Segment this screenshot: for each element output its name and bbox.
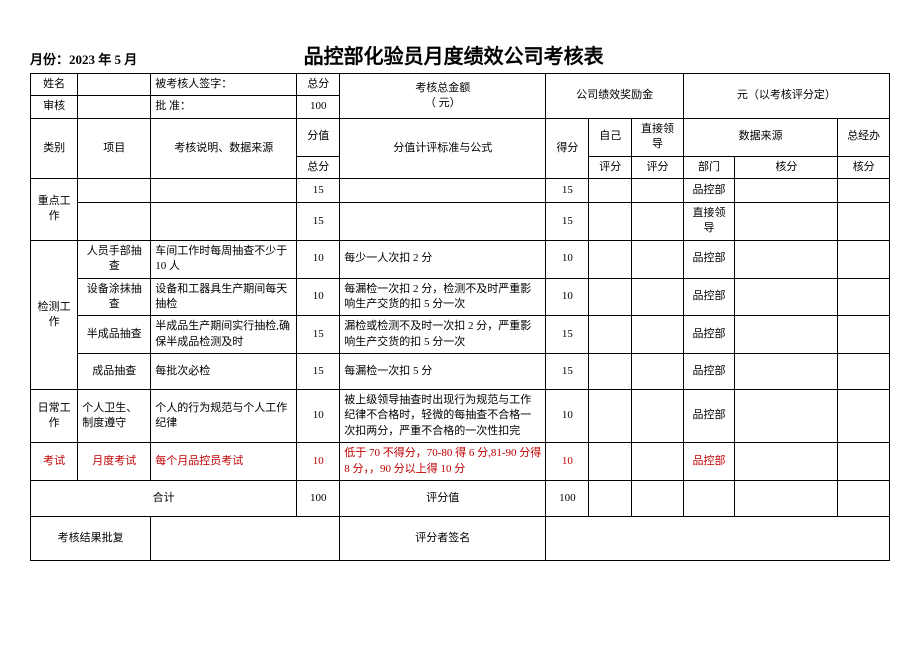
label-bonus: 公司绩效奖励金 <box>546 74 683 119</box>
cell-review-val <box>78 96 151 118</box>
row-exam: 考试 月度考试 每个月品控员考试 10 低于 70 不得分，70-80 得 6 … <box>31 443 890 481</box>
head-self: 自己 <box>589 118 632 156</box>
head-chk2: 核分 <box>838 156 890 178</box>
row-daily: 日常工作 个人卫生、制度遵守 个人的行为规范与个人工作纪律 10 被上级领导抽查… <box>31 390 890 443</box>
label-review: 审核 <box>31 96 78 118</box>
head-score: 分值 <box>297 118 340 156</box>
label-bonus-unit: 元（以考核评分定） <box>683 74 889 119</box>
month-label: 月份：2023 年 5 月 <box>30 51 137 69</box>
label-amount: 考核总金额（ 元） <box>340 74 546 119</box>
cat-daily: 日常工作 <box>31 390 78 443</box>
row-sum: 合计 100 评分值 100 <box>31 481 890 517</box>
head-sub-total: 总分 <box>297 156 340 178</box>
head-lead2: 评分 <box>632 156 684 178</box>
row-det-2: 设备涂抹抽查 设备和工器具生产期间每天抽检 10 每漏检一次扣 2 分，检测不及… <box>31 278 890 316</box>
head-chk: 核分 <box>735 156 838 178</box>
head-item: 项目 <box>78 118 151 178</box>
label-sum: 合计 <box>31 481 297 517</box>
head-src: 数据来源 <box>683 118 838 156</box>
label-approve: 批 准： <box>151 96 297 118</box>
cat-exam: 考试 <box>31 443 78 481</box>
label-total: 总分 <box>297 74 340 96</box>
head-lead: 直接领导 <box>632 118 684 156</box>
row-det-4: 成品抽查 每批次必检 15 每漏检一次扣 5 分 15 品控部 <box>31 354 890 390</box>
colhead-row-1: 类别 项目 考核说明、数据来源 分值 分值计评标准与公式 得分 自己 直接领导 … <box>31 118 890 156</box>
row-det-1: 检测工作 人员手部抽查 车间工作时每周抽查不少于 10 人 10 每少一人次扣 … <box>31 240 890 278</box>
cat-key: 重点工作 <box>31 178 78 240</box>
header-row-1: 姓名 被考核人签字： 总分 考核总金额（ 元） 公司绩效奖励金 元（以考核评分定… <box>31 74 890 96</box>
label-signed: 被考核人签字： <box>151 74 297 96</box>
label-foot: 考核结果批复 <box>31 517 151 561</box>
head-formula: 分值计评标准与公式 <box>340 118 546 178</box>
row-foot: 考核结果批复 评分者签名 <box>31 517 890 561</box>
row-key-1: 重点工作 15 15 品控部 <box>31 178 890 202</box>
head-self2: 评分 <box>589 156 632 178</box>
head-gm: 总经办 <box>838 118 890 156</box>
label-sig: 评分者签名 <box>340 517 546 561</box>
head-cat: 类别 <box>31 118 78 178</box>
head-dept: 部门 <box>683 156 735 178</box>
head-got: 得分 <box>546 118 589 178</box>
label-name: 姓名 <box>31 74 78 96</box>
head-desc: 考核说明、数据来源 <box>151 118 297 178</box>
appraisal-table: 姓名 被考核人签字： 总分 考核总金额（ 元） 公司绩效奖励金 元（以考核评分定… <box>30 73 890 561</box>
page-title: 品控部化验员月度绩效公司考核表 <box>137 40 770 69</box>
row-key-2: 15 15 直接领导 <box>31 202 890 240</box>
cell-total-val: 100 <box>297 96 340 118</box>
cat-detect: 检测工作 <box>31 240 78 389</box>
cell-name-val <box>78 74 151 96</box>
row-det-3: 半成品抽查 半成品生产期间实行抽检,确保半成品检测及时 15 漏检或检测不及时一… <box>31 316 890 354</box>
